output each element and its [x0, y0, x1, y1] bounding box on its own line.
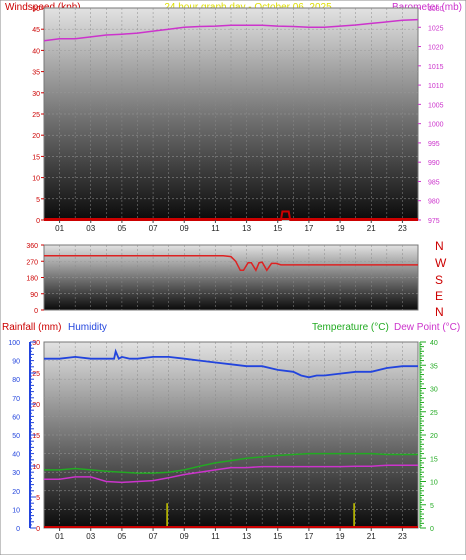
windspeed-y-tick-label: 25: [32, 112, 40, 119]
windspeed-y-tick-label: 45: [32, 27, 40, 34]
temperature-y-tick-label: 20: [430, 433, 438, 440]
panel1-x-tick-label: 03: [86, 224, 95, 233]
barometer-y-tick-label: 1010: [428, 83, 444, 90]
temperature-y-tick-label: 25: [430, 410, 438, 417]
humidity-y-tick-label: 70: [12, 396, 20, 403]
panel1-x-tick-label: 23: [398, 224, 407, 233]
compass-e: E: [435, 289, 443, 303]
barometer-y-tick-label: 995: [428, 141, 440, 148]
barometer-y-tick-label: 1015: [428, 64, 444, 71]
rain-y-tick-label: 15: [32, 433, 40, 440]
temperature-y-tick-label: 40: [430, 340, 438, 347]
dewpoint-axis-title: Dew Point (°C): [394, 322, 460, 333]
humidity-y-tick-label: 10: [12, 507, 20, 514]
panel1-x-tick-label: 15: [273, 224, 282, 233]
panel1-x-tick-label: 05: [117, 224, 126, 233]
direction-y-tick-label: 90: [30, 292, 38, 299]
compass-s: S: [435, 273, 443, 287]
panel3-x-tick-label: 15: [273, 532, 282, 541]
panel1-x-tick-label: 21: [367, 224, 376, 233]
barometer-y-tick-label: 1030: [428, 6, 444, 13]
humidity-y-tick-label: 50: [12, 433, 20, 440]
temperature-axis-title: Temperature (°C): [312, 322, 389, 333]
panel3-x-tick-label: 09: [180, 532, 189, 541]
temperature-y-tick-label: 0: [430, 526, 434, 533]
panel1-x-tick-label: 01: [55, 224, 64, 233]
rain-y-tick-label: 25: [32, 371, 40, 378]
panel3-x-tick-label: 07: [149, 532, 158, 541]
barometer-series-line: [43, 18, 419, 42]
humidity-y-tick-label: 60: [12, 414, 20, 421]
barometer-y-tick-label: 985: [428, 179, 440, 186]
compass-w: W: [435, 256, 447, 270]
panel3-x-tick-label: 21: [367, 532, 376, 541]
wind-direction-series-line: [44, 255, 418, 272]
compass-n-bottom: N: [435, 305, 444, 319]
humidity-y-tick-label: 100: [8, 340, 20, 347]
rain-y-tick-label: 10: [32, 464, 40, 471]
barometer-axis-title: Barometer (mb): [392, 2, 462, 13]
panel1-x-tick-label: 13: [242, 224, 251, 233]
humidity-y-tick-label: 90: [12, 359, 20, 366]
panel3-x-tick-label: 03: [86, 532, 95, 541]
humidity-series-line: [44, 348, 418, 379]
direction-y-tick-label: 180: [26, 276, 38, 283]
panel1-x-tick-label: 09: [180, 224, 189, 233]
temperature-y-tick-label: 10: [430, 480, 438, 487]
humidity-y-tick-label: 0: [16, 526, 20, 533]
windspeed-y-tick-label: 20: [32, 133, 40, 140]
rain-y-tick-label: 0: [36, 526, 40, 533]
temperature-y-tick-label: 30: [430, 387, 438, 394]
panel3-x-tick-label: 05: [117, 532, 126, 541]
temperature-y-tick-label: 35: [430, 363, 438, 370]
windspeed-y-tick-label: 5: [36, 197, 40, 204]
panel3-x-tick-label: 11: [211, 532, 220, 541]
windspeed-y-tick-label: 10: [32, 176, 40, 183]
temperature-y-tick-label: 15: [430, 456, 438, 463]
panel3-x-tick-label: 17: [304, 532, 313, 541]
direction-y-tick-label: 0: [34, 308, 38, 315]
windspeed-y-tick-label: 35: [32, 70, 40, 77]
windspeed-series-line: [44, 210, 418, 221]
panel1-x-tick-label: 07: [149, 224, 158, 233]
barometer-y-tick-label: 980: [428, 199, 440, 206]
panel1-x-tick-label: 11: [211, 224, 220, 233]
panel1-x-tick-label: 19: [336, 224, 345, 233]
humidity-axis-title: Humidity: [68, 322, 107, 333]
humidity-y-tick-label: 80: [12, 377, 20, 384]
panel3-x-tick-label: 01: [55, 532, 64, 541]
dewpoint-series-line: [44, 464, 418, 484]
panel3-x-tick-label: 23: [398, 532, 407, 541]
humidity-y-tick-label: 40: [12, 452, 20, 459]
temperature-series-line: [44, 452, 418, 474]
temperature-y-tick-label: 5: [430, 503, 434, 510]
direction-y-tick-label: 360: [26, 243, 38, 250]
rain-y-tick-label: 30: [32, 340, 40, 347]
windspeed-y-tick-label: 30: [32, 91, 40, 98]
rain-y-tick-label: 20: [32, 402, 40, 409]
windspeed-y-tick-label: 0: [36, 218, 40, 225]
panel3-x-tick-label: 13: [242, 532, 251, 541]
barometer-y-tick-label: 1025: [428, 25, 444, 32]
barometer-y-tick-label: 1020: [428, 45, 444, 52]
compass-n-top: N: [435, 239, 444, 253]
barometer-y-tick-label: 990: [428, 160, 440, 167]
rainfall-axis-title: Rainfall (mm): [2, 322, 61, 333]
windspeed-y-tick-label: 50: [32, 6, 40, 13]
barometer-y-tick-label: 1005: [428, 102, 444, 109]
windspeed-y-tick-label: 40: [32, 48, 40, 55]
direction-y-tick-label: 270: [26, 259, 38, 266]
panel1-x-tick-label: 17: [304, 224, 313, 233]
barometer-y-tick-label: 1000: [428, 122, 444, 129]
windspeed-y-tick-label: 15: [32, 154, 40, 161]
panel3-x-tick-label: 19: [336, 532, 345, 541]
humidity-y-tick-label: 30: [12, 470, 20, 477]
barometer-y-tick-label: 975: [428, 218, 440, 225]
rain-y-tick-label: 5: [36, 495, 40, 502]
humidity-y-tick-label: 20: [12, 489, 20, 496]
